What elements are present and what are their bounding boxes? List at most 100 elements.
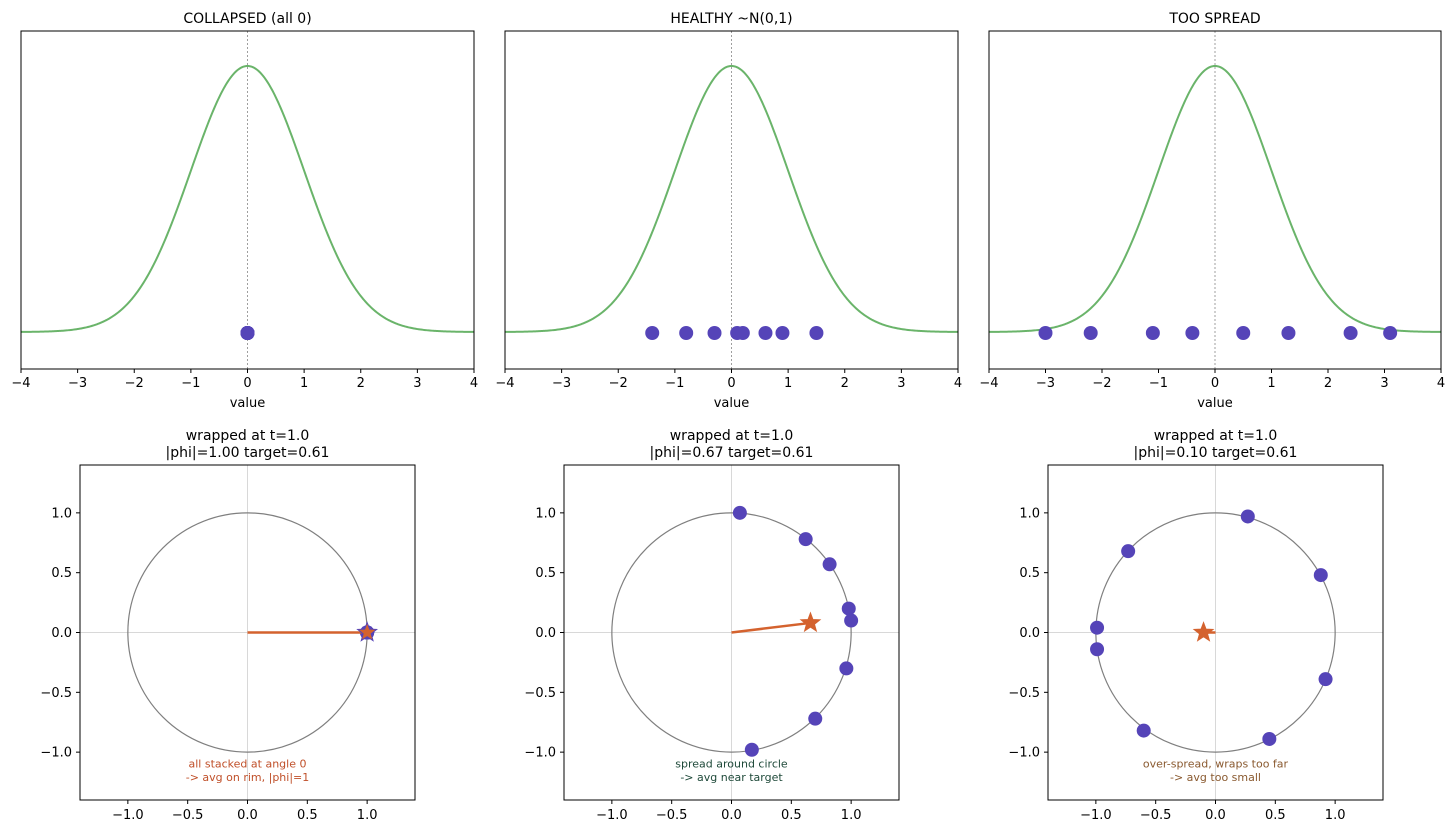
x-tick-label: 0 (727, 376, 735, 391)
density-panel-3: −4 −3 −2 −1 0 1 2 3 4 value TOO SPREAD (979, 11, 1445, 411)
x-tick-label: 3 (897, 376, 905, 391)
x-tick-label: −0.5 (656, 808, 688, 823)
y-tick-label: 0.0 (1019, 626, 1040, 641)
x-tick-label: −0.5 (1140, 808, 1172, 823)
circle-panel-3: −1.0 −0.5 0.0 0.5 1.0 1.0 0.5 0.0 −0.5 −1.0 wrappe… (1008, 428, 1384, 823)
x-tick-label: −2 (609, 376, 628, 391)
wrapped-point (839, 661, 854, 676)
x-tick-label: −1.0 (1080, 808, 1112, 823)
sample-point (1145, 326, 1160, 340)
annotation-line1: spread around circle (675, 758, 788, 771)
x-tick-label: 4 (954, 376, 962, 391)
density-curve (20, 64, 475, 333)
y-tick-label: −0.5 (524, 686, 556, 701)
wrapped-point (1090, 642, 1105, 657)
x-tick-label: 1.0 (357, 808, 378, 823)
sample-point (809, 326, 824, 340)
sample-point (1236, 326, 1251, 340)
wrapped-point (1313, 568, 1328, 583)
x-axis-label: value (1197, 396, 1233, 411)
sample-point (1343, 326, 1358, 340)
panel-title-line2: |phi|=1.00 target=0.61 (166, 445, 330, 461)
sample-point (1083, 326, 1098, 340)
x-tick-label: 1.0 (841, 808, 862, 823)
x-tick-label: 1 (300, 376, 308, 391)
x-tick-label: 2 (357, 376, 365, 391)
x-tick-label: 4 (1437, 376, 1445, 391)
sample-point (645, 326, 660, 340)
y-tick-label: 0.0 (535, 626, 556, 641)
wrapped-point (732, 505, 747, 520)
x-tick-label: 2 (1324, 376, 1332, 391)
wrapped-point (1121, 544, 1136, 559)
annotation-line2: -> avg near target (680, 771, 783, 784)
x-tick-label: 1 (1267, 376, 1275, 391)
circle-panel-2: −1.0 −0.5 0.0 0.5 1.0 1.0 0.5 0.0 −0.5 −1.0 wrappe… (524, 428, 900, 823)
sample-point (240, 326, 255, 340)
x-tick-label: −3 (1036, 376, 1055, 391)
wrapped-point (1090, 620, 1105, 635)
x-tick-label: −1.0 (112, 808, 144, 823)
sample-point (735, 326, 750, 340)
y-tick-label: −0.5 (40, 686, 72, 701)
sample-point (679, 326, 694, 340)
sample-point (1038, 326, 1053, 340)
annotation-line1: over-spread, wraps too far (1143, 758, 1289, 771)
wrapped-point (844, 613, 859, 628)
panel-title-line2: |phi|=0.67 target=0.61 (650, 445, 814, 461)
x-tick-label: −1.0 (596, 808, 628, 823)
wrapped-point (808, 711, 823, 726)
wrapped-point (1262, 731, 1277, 746)
wrapped-point (822, 557, 837, 572)
y-tick-label: 0.0 (51, 626, 72, 641)
x-tick-label: 0.5 (1265, 808, 1286, 823)
mean-vector (731, 621, 811, 634)
x-tick-label: 0.0 (721, 808, 742, 823)
x-tick-label: −4 (495, 376, 514, 391)
y-tick-label: −1.0 (524, 746, 556, 761)
x-tick-label: 0.5 (297, 808, 318, 823)
density-curve (504, 64, 959, 333)
annotation-line2: -> avg too small (1170, 771, 1261, 784)
sample-point (1383, 326, 1398, 340)
x-tick-label: −1 (665, 376, 684, 391)
y-tick-label: 1.0 (51, 506, 72, 521)
sample-point (775, 326, 790, 340)
x-tick-label: −1 (181, 376, 200, 391)
density-panel-2: −4 −3 −2 −1 0 1 2 3 4 value HEALTHY ~N(0,1) (495, 11, 962, 411)
x-tick-label: 1.0 (1325, 808, 1346, 823)
mean-star-marker (356, 621, 379, 642)
y-tick-label: 0.5 (51, 566, 72, 581)
sample-point (707, 326, 722, 340)
x-tick-label: 2 (841, 376, 849, 391)
x-tick-label: 0.0 (237, 808, 258, 823)
panel-title-line1: wrapped at t=1.0 (1154, 428, 1278, 444)
wrapped-point (1136, 723, 1151, 738)
x-tick-label: −4 (979, 376, 998, 391)
y-tick-label: 0.5 (1019, 566, 1040, 581)
x-axis-label: value (714, 396, 750, 411)
y-tick-label: −1.0 (40, 746, 72, 761)
annotation-line1: all stacked at angle 0 (189, 758, 307, 771)
x-tick-label: 3 (1380, 376, 1388, 391)
panel-title: TOO SPREAD (1168, 11, 1260, 27)
x-tick-label: −3 (552, 376, 571, 391)
x-tick-label: 1 (784, 376, 792, 391)
circle-panel-1: −1.0 −0.5 0.0 0.5 1.0 1.0 0.5 0.0 −0.5 −1.0 wrappe… (40, 428, 416, 823)
y-tick-label: 0.5 (535, 566, 556, 581)
unit-circle (611, 512, 852, 753)
annotation-line2: -> avg on rim, |phi|=1 (186, 771, 310, 784)
x-tick-label: 0 (243, 376, 251, 391)
x-tick-label: −0.5 (172, 808, 204, 823)
y-tick-label: 1.0 (535, 506, 556, 521)
panel-title-line1: wrapped at t=1.0 (186, 428, 310, 444)
x-tick-label: −1 (1149, 376, 1168, 391)
y-tick-label: −0.5 (1008, 686, 1040, 701)
x-tick-label: −2 (1092, 376, 1111, 391)
x-axis-label: value (230, 396, 266, 411)
panel-title: COLLAPSED (all 0) (183, 11, 311, 27)
x-tick-label: −3 (68, 376, 87, 391)
panel-title-line2: |phi|=0.10 target=0.61 (1134, 445, 1298, 461)
sample-point (1185, 326, 1200, 340)
